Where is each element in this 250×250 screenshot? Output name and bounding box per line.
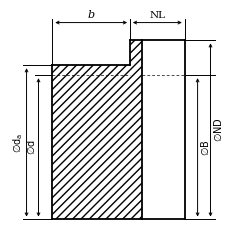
- Text: $\emptyset$B: $\emptyset$B: [198, 139, 210, 156]
- Text: $\emptyset$d$_\mathrm{a}$: $\emptyset$d$_\mathrm{a}$: [11, 132, 24, 152]
- Bar: [142, 40, 185, 220]
- Bar: [52, 65, 142, 220]
- Text: $\emptyset$ND: $\emptyset$ND: [212, 118, 224, 142]
- Text: NL: NL: [149, 10, 165, 20]
- Text: $\emptyset$d: $\emptyset$d: [26, 140, 38, 155]
- Text: b: b: [88, 10, 95, 20]
- Bar: [130, 40, 142, 65]
